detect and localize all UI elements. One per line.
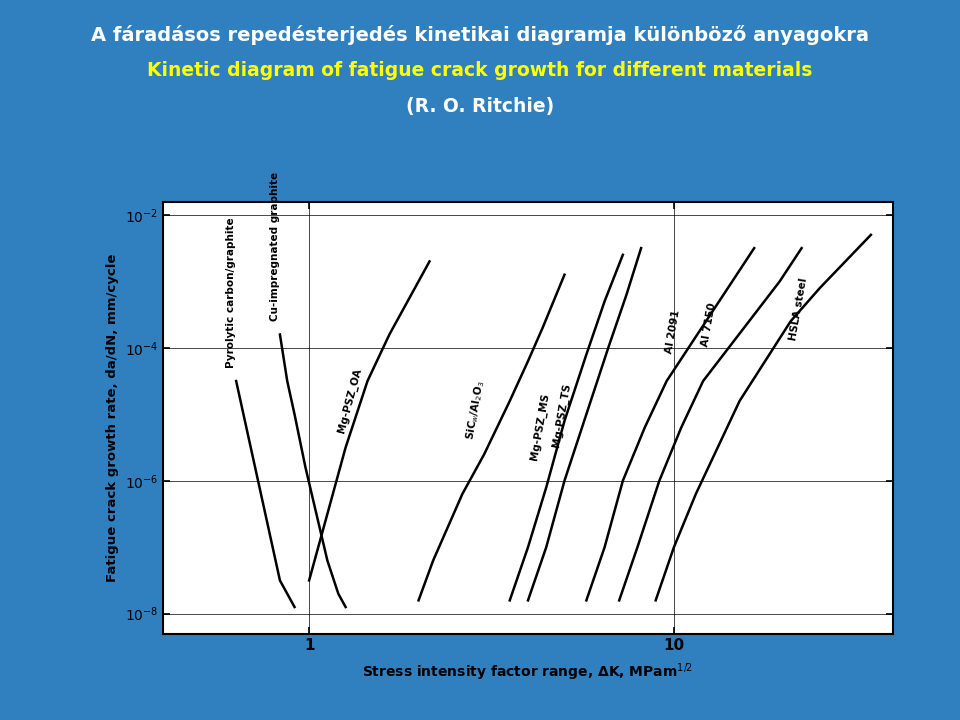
Text: Kinetic diagram of fatigue crack growth for different materials: Kinetic diagram of fatigue crack growth … xyxy=(147,61,813,80)
Text: Mg-PSZ_OA: Mg-PSZ_OA xyxy=(336,367,363,434)
X-axis label: Stress intensity factor range, ΔK, MPam$^{1/2}$: Stress intensity factor range, ΔK, MPam$… xyxy=(363,662,693,683)
Text: Cu-impregnated graphite: Cu-impregnated graphite xyxy=(270,172,280,321)
Text: Al 7150: Al 7150 xyxy=(701,302,718,348)
Text: Mg-PSZ_TS: Mg-PSZ_TS xyxy=(551,382,572,448)
Text: SiC$_w$/Al$_2$O$_3$: SiC$_w$/Al$_2$O$_3$ xyxy=(464,379,488,441)
Text: Pyrolytic carbon/graphite: Pyrolytic carbon/graphite xyxy=(227,217,236,368)
Text: Mg-PSZ_MS: Mg-PSZ_MS xyxy=(529,392,551,461)
Y-axis label: Fatigue crack growth rate, da/dN, mm/cycle: Fatigue crack growth rate, da/dN, mm/cyc… xyxy=(107,253,119,582)
Text: Al 2091: Al 2091 xyxy=(664,310,682,354)
Text: HSLA steel: HSLA steel xyxy=(788,277,809,341)
Text: A fáradásos repedésterjedés kinetikai diagramja különböző anyagokra: A fáradásos repedésterjedés kinetikai di… xyxy=(91,25,869,45)
Text: (R. O. Ritchie): (R. O. Ritchie) xyxy=(406,97,554,116)
